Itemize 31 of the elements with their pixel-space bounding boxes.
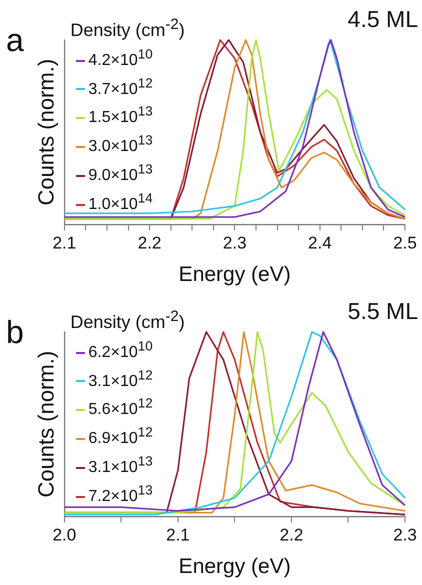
chart-title: b (6, 314, 24, 351)
legend-label: 4.2×10$^{10}$ (88, 46, 153, 69)
legend-label: 9.0×10$^{13}$ (88, 162, 153, 184)
y-axis-title: Counts (norm.) (33, 58, 58, 206)
x-tick-label: 2.2 (138, 233, 162, 252)
x-axis-title: Energy (eV) (178, 555, 291, 578)
legend-label: 3.0×10$^{13}$ (88, 132, 153, 156)
legend-label: 7.2×10$^{13}$ (88, 482, 153, 505)
chart-title: a (6, 22, 24, 59)
legend-label: 1.5×10$^{13}$ (88, 104, 153, 126)
x-tick-label: 2.2 (280, 525, 304, 544)
x-tick-label: 2.4 (308, 233, 332, 252)
legend-label: 6.2×10$^{10}$ (88, 338, 153, 361)
y-axis-title: Counts (norm.) (33, 350, 58, 498)
legend-label: 3.1×10$^{12}$ (88, 367, 153, 390)
legend-label: 5.6×10$^{12}$ (88, 396, 153, 418)
x-tick-label: 2.3 (393, 525, 417, 544)
legend-label: 6.9×10$^{12}$ (88, 424, 153, 448)
legend-title: Density (cm$^{-2}$) (70, 15, 185, 42)
legend-label: 1.0×10$^{14}$ (88, 190, 153, 213)
text: 5.5 ML (348, 298, 418, 325)
legend-label: 3.7×10$^{12}$ (88, 75, 153, 98)
x-tick-label: 2.0 (52, 525, 76, 544)
legend-label: 3.1×10$^{13}$ (88, 454, 153, 476)
x-tick-label: 2.1 (166, 525, 190, 544)
x-tick-label: 2.3 (222, 233, 247, 252)
text: 4.5 ML (348, 6, 418, 33)
legend-title: Density (cm$^{-2}$) (70, 307, 185, 334)
x-tick-label: 2.1 (52, 233, 76, 252)
x-axis-title: Energy (eV) (178, 263, 291, 286)
x-tick-label: 2.5 (393, 233, 417, 252)
